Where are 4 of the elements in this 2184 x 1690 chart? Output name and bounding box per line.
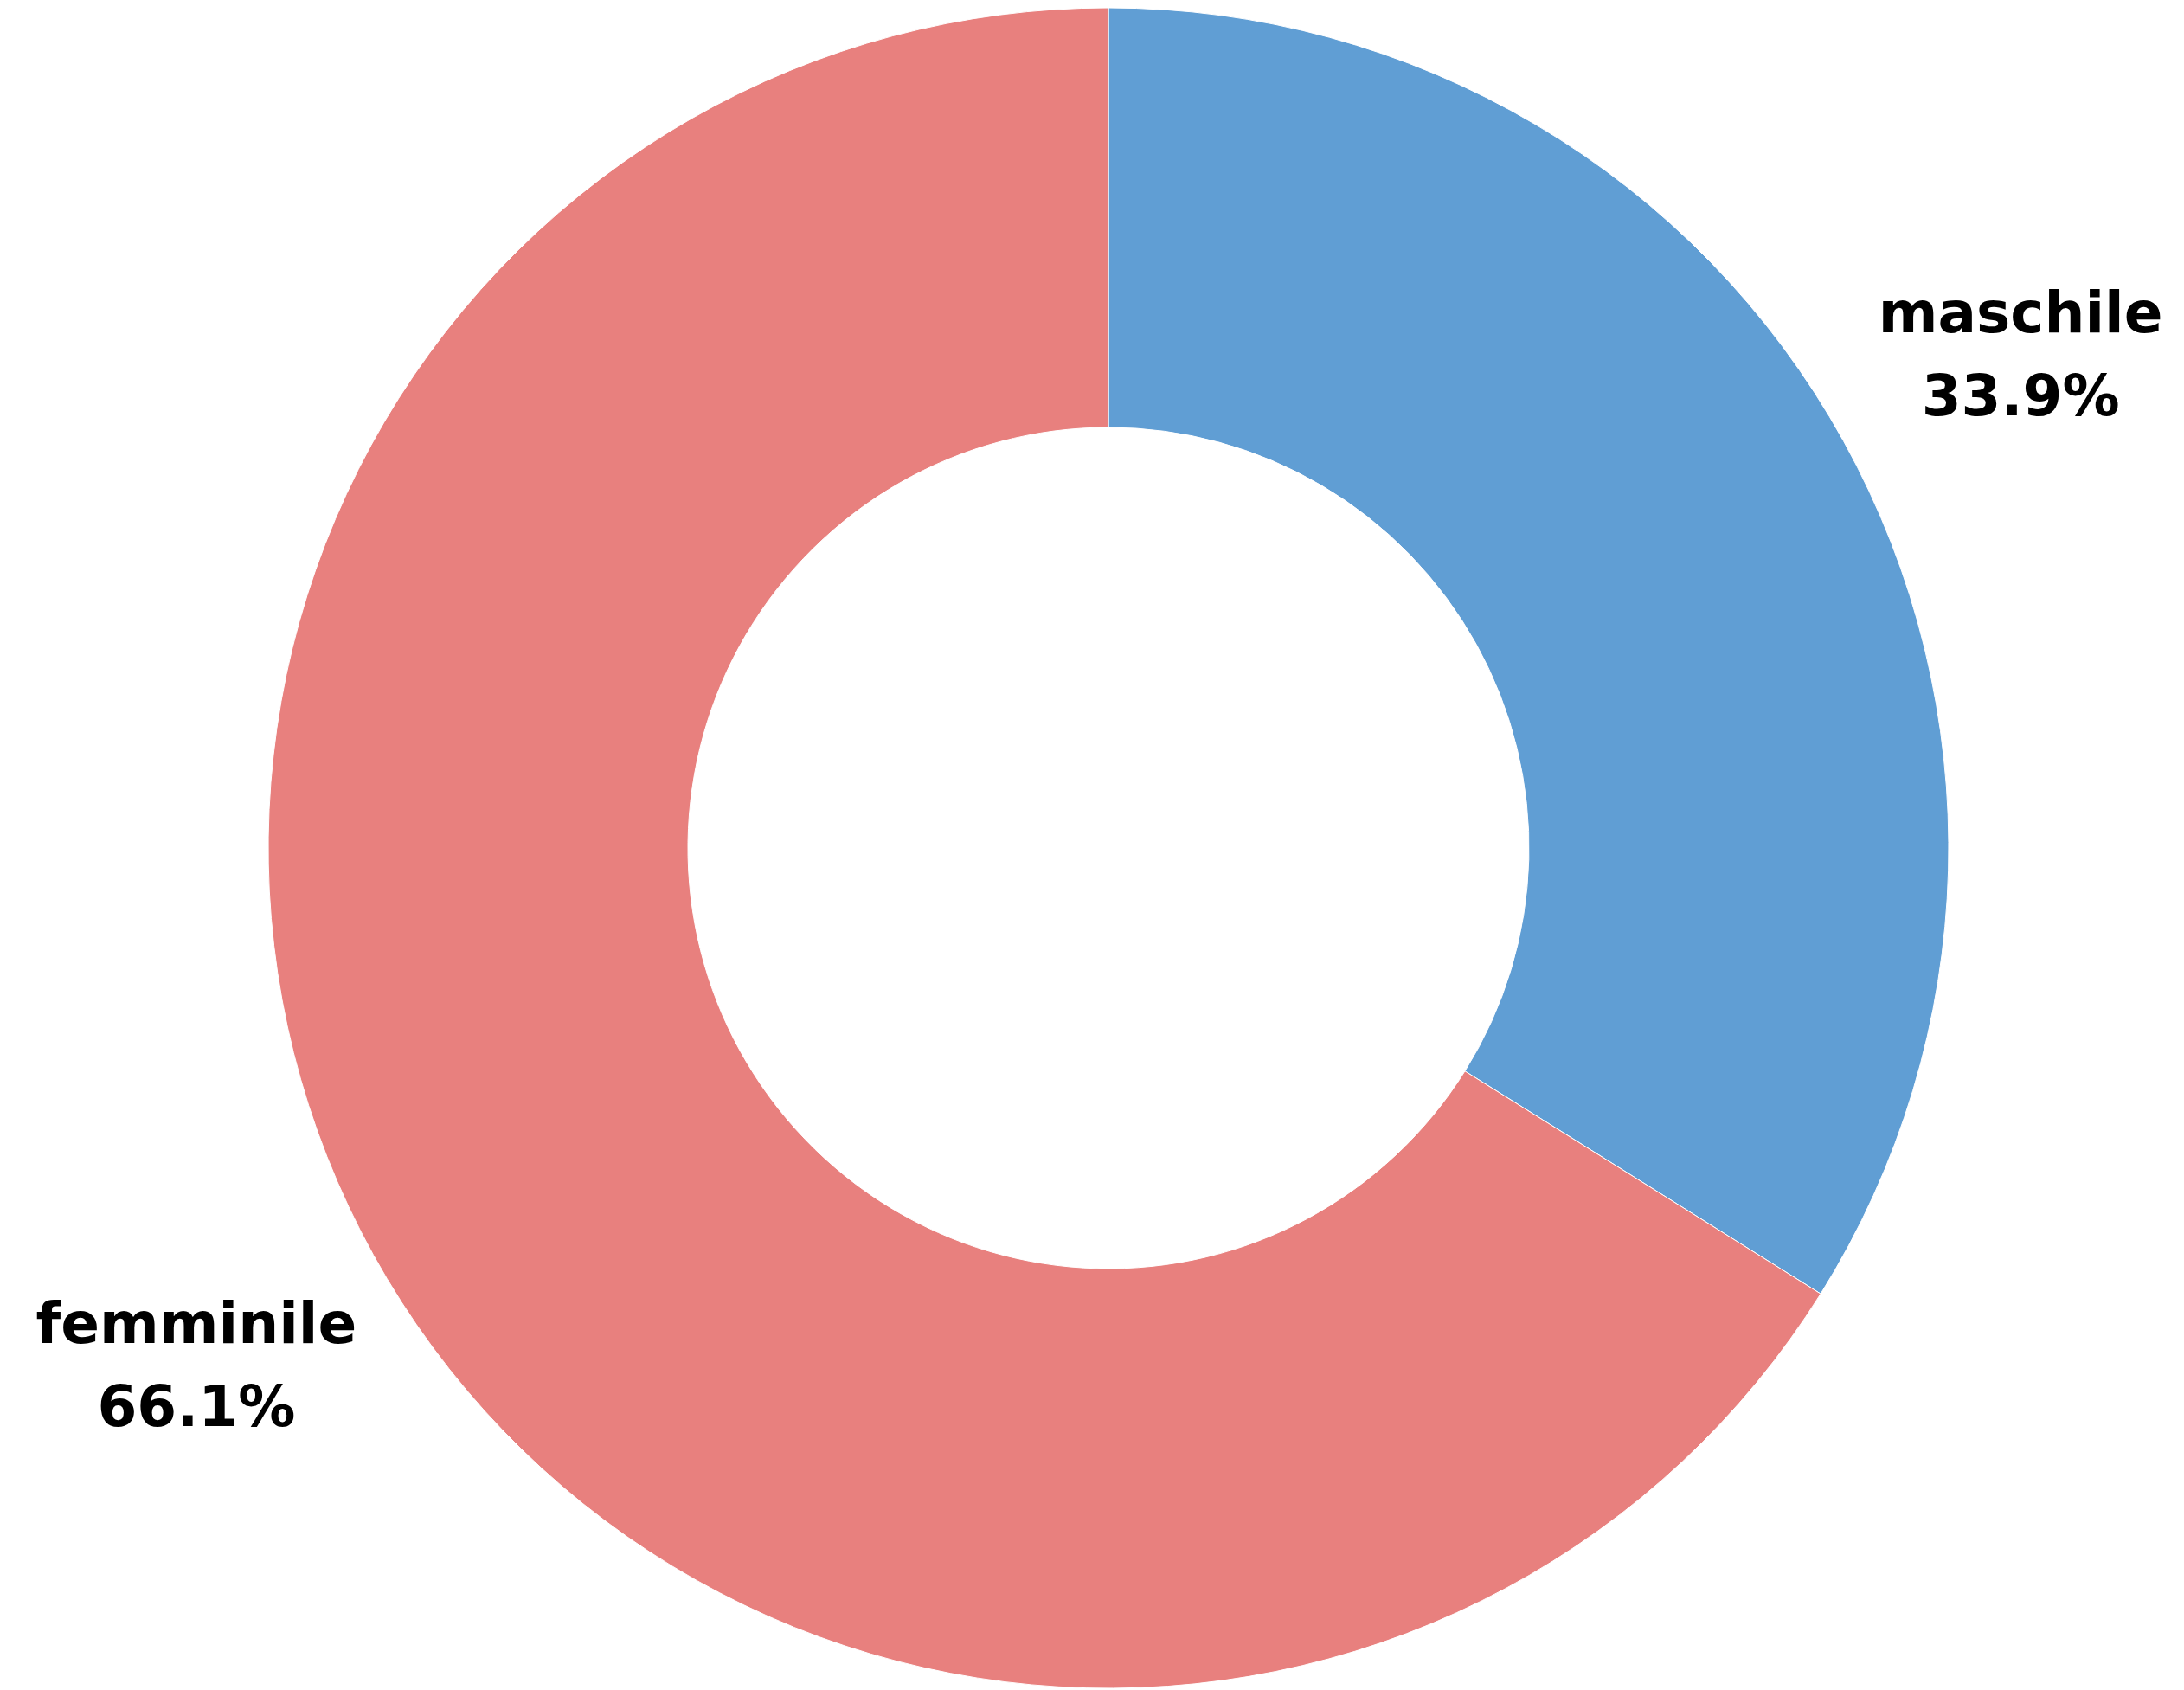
data-label: 66.1% (97, 1372, 296, 1440)
slice-label: maschile (1878, 280, 2163, 347)
slice-label: femminile (35, 1289, 357, 1357)
data-label: 33.9% (1921, 363, 2120, 430)
